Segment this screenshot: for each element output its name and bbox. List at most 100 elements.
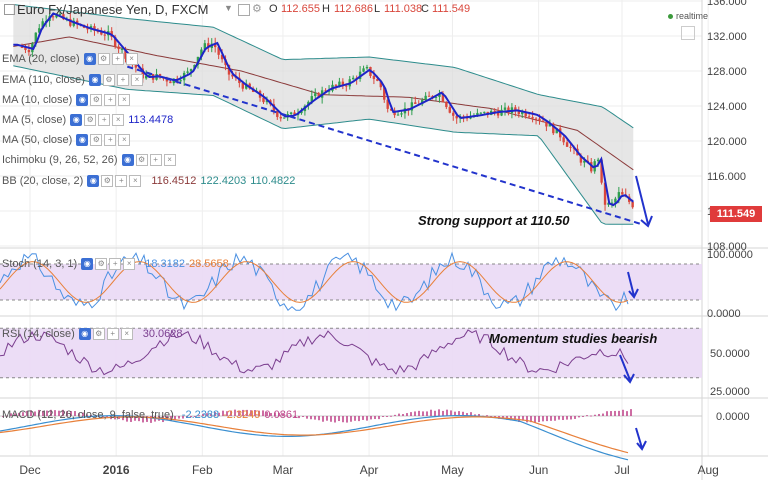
macd-hist-bar [470,412,472,416]
macd-hist-bar [214,412,216,416]
settings-icon[interactable]: ⚙ [102,74,115,86]
close-icon[interactable]: × [123,258,136,270]
macd-hist-bar [322,416,324,422]
indicator-ma5[interactable]: MA (5, close) ◉ ⚙ + × 113.4478 [2,112,173,128]
close-icon[interactable]: × [163,154,176,166]
settings-icon[interactable]: ⚙ [90,94,103,106]
close-icon[interactable]: × [130,74,143,86]
indicator-ma50[interactable]: MA (50, close) ◉ ⚙ + × [2,132,131,148]
rsi-tick-label: 25.0000 [710,386,750,398]
macd-hist-bar [54,410,56,416]
close-icon[interactable]: × [120,328,133,340]
add-icon[interactable]: + [111,53,124,65]
macd-hist-bar [378,416,380,420]
stoch-legend[interactable]: Stoch (14, 3, 1) ◉ ⚙ + × 18.3182 28.5658 [2,256,229,272]
bb-lower-line [13,65,634,225]
support-annotation: Strong support at 110.50 [418,213,570,228]
candle-body [503,107,507,110]
macd-hist-bar [66,411,68,416]
stoch-k-line [0,251,629,312]
eye-icon[interactable]: ◉ [76,134,89,146]
settings-icon[interactable]: ⚙ [135,154,148,166]
candle-body [372,75,376,80]
momentum-annotation: Momentum studies bearish [489,331,658,346]
add-icon[interactable]: + [106,328,119,340]
bb-basis-value: 116.4512 [151,175,197,187]
settings-icon[interactable]: ⚙ [84,114,97,126]
eye-icon[interactable]: ◉ [76,94,89,106]
macd-hist-bar [494,416,496,417]
macd-hist-bar [18,412,20,416]
macd-hist-bar [302,416,304,417]
candle-body [583,160,586,163]
symbol-dropdown-icon[interactable]: ▼ [224,3,233,13]
macd-hist-bar [362,416,364,420]
candle-body [590,162,593,172]
macd-legend[interactable]: MACD (12, 26, close, 9, false, true) -2.… [2,407,298,423]
indicator-bb[interactable]: BB (20, close, 2) ◉ ⚙ + × 116.4512 122.4203… [2,173,295,189]
macd-hist-bar [474,414,476,416]
macd-hist-bar [370,416,372,420]
bb-upper-line [13,4,634,129]
macd-hist-bar [134,416,136,421]
candle-body [579,155,583,163]
macd-tick-label: 0.0000 [716,411,750,423]
settings-icon[interactable]: ⚙ [90,134,103,146]
indicator-label: EMA (20, close) [2,53,80,65]
eye-icon[interactable]: ◉ [88,74,101,86]
macd-hist-bar [126,416,128,422]
settings-icon[interactable]: ⚙ [252,3,262,15]
macd-hist-bar [486,415,488,417]
eye-icon[interactable]: ◉ [121,154,134,166]
add-icon[interactable]: + [104,94,117,106]
candle-body [517,111,520,115]
rsi-legend[interactable]: RSI (14, close) ◉ ⚙ + × 30.0628 [2,326,183,342]
macd-hist-bar [610,411,612,416]
close-icon[interactable]: × [118,94,131,106]
symbol-title[interactable]: Euro Fx/Japanese Yen, D, FXCM [17,2,209,17]
close-icon[interactable]: × [118,134,131,146]
candle-body [334,84,338,86]
indicator-ema110[interactable]: EMA (110, close) ◉ ⚙ + × [2,72,143,88]
eye-icon[interactable] [238,4,250,16]
candle-body [113,36,117,47]
indicator-ema20[interactable]: EMA (20, close) ◉ ⚙ + × [2,51,138,67]
macd-hist-bar [410,412,412,416]
indicator-ma10[interactable]: MA (10, close) ◉ ⚙ + × [2,92,131,108]
indicator-label: MA (50, close) [2,134,73,146]
price-tick-label: 132.000 [707,31,747,43]
candle-body [283,117,286,119]
eye-icon[interactable]: ◉ [78,328,91,340]
candle-body [55,15,58,18]
close-icon[interactable]: × [129,175,142,187]
add-icon[interactable]: + [115,175,128,187]
macd-hist-bar [394,414,396,416]
eye-icon[interactable]: ◉ [83,53,96,65]
add-icon[interactable]: + [149,154,162,166]
add-icon[interactable]: + [109,258,122,270]
settings-icon[interactable]: ⚙ [97,53,110,65]
add-icon[interactable]: + [104,134,117,146]
macd-hist-bar [34,411,36,416]
macd-hist-bar [178,416,180,419]
eye-icon[interactable]: ◉ [70,114,83,126]
settings-icon[interactable]: ⚙ [101,175,114,187]
indicator-ichimoku[interactable]: Ichimoku (9, 26, 52, 26) ◉ ⚙ + × [2,152,176,168]
add-icon[interactable]: + [116,74,129,86]
symbol-collapse-icon[interactable] [4,4,15,15]
macd-hist-bar [138,416,140,422]
settings-icon[interactable]: ⚙ [92,328,105,340]
candle-body [445,102,448,108]
macd-hist-bar [314,416,316,420]
settings-icon[interactable]: ⚙ [95,258,108,270]
candle-body [531,117,534,119]
fullscreen-icon[interactable] [681,26,695,40]
macd-hist-bar [38,409,40,416]
macd-hist-bar [174,416,176,420]
add-icon[interactable]: + [98,114,111,126]
eye-icon[interactable]: ◉ [81,258,94,270]
close-icon[interactable]: × [125,53,138,65]
rsi-tick-label: 50.0000 [710,348,750,360]
close-icon[interactable]: × [112,114,125,126]
eye-icon[interactable]: ◉ [87,175,100,187]
